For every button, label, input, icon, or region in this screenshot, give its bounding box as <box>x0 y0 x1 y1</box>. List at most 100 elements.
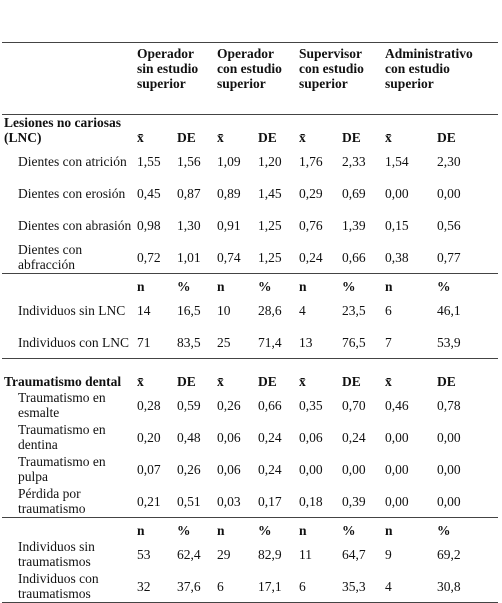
value-cell: 0,00 <box>437 185 461 201</box>
data-row: Individuos sin LNC 14 16,5 10 28,6 4 23,5 6 46,1 <box>2 294 498 326</box>
value-cell: 1,39 <box>342 217 366 233</box>
value-cell: 0,56 <box>437 217 461 233</box>
value-cell: 0,03 <box>217 493 241 509</box>
stat-label: n <box>297 517 341 538</box>
value-cell: 0,66 <box>258 397 282 413</box>
value-cell: 0,29 <box>299 185 323 201</box>
value-cell: 71 <box>137 334 151 350</box>
stat-label: n <box>135 273 175 294</box>
row-label: Individuos sin traumatismos <box>18 539 95 569</box>
value-cell: 0,15 <box>385 217 409 233</box>
value-cell: 0,26 <box>217 397 241 413</box>
stat-label: DE <box>256 114 298 145</box>
value-cell: 76,5 <box>342 334 366 350</box>
row-label: Traumatismo en esmalte <box>18 390 106 420</box>
stat-label: n <box>383 517 436 538</box>
value-cell: 0,89 <box>217 185 241 201</box>
stat-label: x̄ <box>135 114 175 145</box>
value-cell: 53 <box>137 546 151 562</box>
header-cell <box>2 42 135 115</box>
value-cell: 0,98 <box>137 217 161 233</box>
stat-label: DE <box>256 358 298 389</box>
stat-label: % <box>435 273 499 294</box>
value-cell: 1,54 <box>385 153 409 169</box>
value-cell: 9 <box>385 546 392 562</box>
value-cell: 1,20 <box>258 153 282 169</box>
value-cell: 4 <box>299 302 306 318</box>
value-cell: 1,01 <box>177 249 201 265</box>
stat-label: x̄ <box>135 358 175 389</box>
row-label: Dientes con erosión <box>18 185 126 201</box>
value-cell: 14 <box>137 302 151 318</box>
value-cell: 83,5 <box>177 334 201 350</box>
value-cell: 0,00 <box>385 461 409 477</box>
value-cell: 0,00 <box>299 461 323 477</box>
header-cell: Supervisor con estudio superior <box>297 42 384 115</box>
data-row: Dientes con atrición 1,55 1,56 1,09 1,20 1,76… <box>2 145 498 177</box>
value-cell: 0,18 <box>299 493 323 509</box>
stat-label: DE <box>435 114 499 145</box>
data-row: Individuos sin traumatismos 53 62,4 29 82,9 1… <box>2 538 498 570</box>
data-row: Dientes con abrasión 0,98 1,30 0,91 1,25 0,76… <box>2 209 498 241</box>
row-label: Dientes con abfracción <box>18 242 83 272</box>
empty-cell <box>2 273 135 294</box>
value-cell: 29 <box>217 546 231 562</box>
value-cell: 62,4 <box>177 546 201 562</box>
value-cell: 0,77 <box>437 249 461 265</box>
value-cell: 0,00 <box>437 493 461 509</box>
value-cell: 0,21 <box>137 493 161 509</box>
row-label: Dientes con atrición <box>18 153 127 169</box>
value-cell: 23,5 <box>342 302 366 318</box>
value-cell: 0,24 <box>258 429 282 445</box>
data-row: Pérdida por traumatismo 0,21 0,51 0,03 0,17 0… <box>2 485 498 518</box>
value-cell: 0,76 <box>299 217 323 233</box>
results-table: Operador sin estudio superior Operador c… <box>2 42 499 603</box>
row-label: Traumatismo en dentina <box>18 422 106 452</box>
value-cell: 82,9 <box>258 546 282 562</box>
value-cell: 0,78 <box>437 397 461 413</box>
stat-label: % <box>256 517 298 538</box>
data-row: Dientes con abfracción 0,72 1,01 0,74 1,25 0,… <box>2 241 498 274</box>
row-label: Pérdida por traumatismo <box>18 486 86 516</box>
value-cell: 1,55 <box>137 153 161 169</box>
value-cell: 0,00 <box>342 461 366 477</box>
stat-row: Traumatismo dental x̄ DE x̄ DE x̄ DE x̄ DE <box>2 358 499 389</box>
value-cell: 35,3 <box>342 578 366 594</box>
data-row: Individuos con traumatismos 32 37,6 6 17,1 6 3… <box>2 570 498 603</box>
value-cell: 0,69 <box>342 185 366 201</box>
stat-label: x̄ <box>215 358 257 389</box>
value-cell: 69,2 <box>437 546 461 562</box>
section-title: Lesiones no cariosas (LNC) <box>2 114 135 145</box>
stat-row: n% n% n% n% <box>2 517 499 538</box>
value-cell: 0,20 <box>137 429 161 445</box>
stat-label: % <box>340 517 384 538</box>
value-cell: 1,56 <box>177 153 201 169</box>
value-cell: 0,28 <box>137 397 161 413</box>
stat-label: n <box>297 273 341 294</box>
stat-label: % <box>340 273 384 294</box>
data-row: Dientes con erosión 0,45 0,87 0,89 1,45 0,29 0… <box>2 177 498 209</box>
value-cell: 0,00 <box>385 493 409 509</box>
value-cell: 6 <box>385 302 392 318</box>
value-cell: 16,5 <box>177 302 201 318</box>
value-cell: 11 <box>299 546 313 562</box>
row-label: Traumatismo en pulpa <box>18 454 106 484</box>
header-cell: Administrativo con estudio superior <box>383 42 499 115</box>
value-cell: 0,06 <box>217 461 241 477</box>
value-cell: 0,74 <box>217 249 241 265</box>
value-cell: 7 <box>385 334 392 350</box>
stat-row: Lesiones no cariosas (LNC) x̄ DE x̄ DE x̄ DE x̄… <box>2 114 499 145</box>
value-cell: 2,33 <box>342 153 366 169</box>
value-cell: 0,24 <box>342 429 366 445</box>
stat-label: DE <box>175 358 216 389</box>
value-cell: 32 <box>137 578 151 594</box>
value-cell: 1,30 <box>177 217 201 233</box>
data-row: Traumatismo en esmalte 0,28 0,59 0,26 0,66 0,… <box>2 389 498 421</box>
table-body: Operador sin estudio superior Operador c… <box>2 42 499 603</box>
value-cell: 0,00 <box>385 429 409 445</box>
value-cell: 0,48 <box>177 429 201 445</box>
stat-label: x̄ <box>383 114 436 145</box>
value-cell: 25 <box>217 334 231 350</box>
stat-label: n <box>215 273 257 294</box>
